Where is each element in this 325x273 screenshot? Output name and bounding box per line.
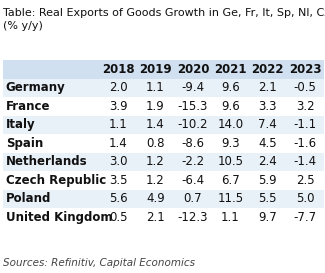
Text: 1.1: 1.1 <box>221 211 240 224</box>
Text: 0.5: 0.5 <box>109 211 127 224</box>
Text: Germany: Germany <box>6 81 66 94</box>
Text: 14.0: 14.0 <box>217 118 243 131</box>
Text: 3.0: 3.0 <box>109 155 127 168</box>
Text: 5.6: 5.6 <box>109 192 127 205</box>
Text: 4.9: 4.9 <box>146 192 165 205</box>
Text: 2.1: 2.1 <box>258 81 277 94</box>
Text: -15.3: -15.3 <box>178 100 208 113</box>
Text: 1.4: 1.4 <box>109 137 127 150</box>
Text: 6.7: 6.7 <box>221 174 240 187</box>
Text: Spain: Spain <box>6 137 43 150</box>
Text: 3.9: 3.9 <box>109 100 127 113</box>
Text: Czech Republic: Czech Republic <box>6 174 106 187</box>
Text: 3.2: 3.2 <box>296 100 315 113</box>
Text: 9.3: 9.3 <box>221 137 240 150</box>
Text: 10.5: 10.5 <box>217 155 243 168</box>
Text: 0.8: 0.8 <box>146 137 165 150</box>
Text: France: France <box>6 100 50 113</box>
Text: 2023: 2023 <box>289 63 321 76</box>
Text: -1.6: -1.6 <box>294 137 317 150</box>
Text: Poland: Poland <box>6 192 51 205</box>
Text: 2019: 2019 <box>139 63 172 76</box>
Text: 5.0: 5.0 <box>296 192 315 205</box>
Text: 2.1: 2.1 <box>146 211 165 224</box>
Text: 1.2: 1.2 <box>146 174 165 187</box>
Text: 2022: 2022 <box>252 63 284 76</box>
Text: 5.9: 5.9 <box>258 174 277 187</box>
Text: Sources: Refinitiv, Capital Economics: Sources: Refinitiv, Capital Economics <box>3 257 195 268</box>
Text: -12.3: -12.3 <box>178 211 208 224</box>
Text: 1.9: 1.9 <box>146 100 165 113</box>
Text: -9.4: -9.4 <box>181 81 204 94</box>
Text: 3.3: 3.3 <box>259 100 277 113</box>
Text: 2.0: 2.0 <box>109 81 127 94</box>
Text: 7.4: 7.4 <box>258 118 277 131</box>
Text: 1.4: 1.4 <box>146 118 165 131</box>
Text: 11.5: 11.5 <box>217 192 243 205</box>
Text: 1.1: 1.1 <box>109 118 127 131</box>
Text: United Kingdom: United Kingdom <box>6 211 112 224</box>
Text: Netherlands: Netherlands <box>6 155 87 168</box>
Text: -2.2: -2.2 <box>181 155 204 168</box>
Text: 9.6: 9.6 <box>221 81 240 94</box>
Text: 2020: 2020 <box>177 63 209 76</box>
Text: 2018: 2018 <box>102 63 134 76</box>
Text: 9.6: 9.6 <box>221 100 240 113</box>
Text: 4.5: 4.5 <box>258 137 277 150</box>
Text: 5.5: 5.5 <box>259 192 277 205</box>
Text: 3.5: 3.5 <box>109 174 127 187</box>
Text: 1.1: 1.1 <box>146 81 165 94</box>
Text: -10.2: -10.2 <box>178 118 208 131</box>
Text: 2.4: 2.4 <box>258 155 277 168</box>
Text: 2021: 2021 <box>214 63 247 76</box>
Text: -6.4: -6.4 <box>181 174 204 187</box>
Text: 1.2: 1.2 <box>146 155 165 168</box>
Text: Italy: Italy <box>6 118 35 131</box>
Text: -7.7: -7.7 <box>294 211 317 224</box>
Text: -1.4: -1.4 <box>294 155 317 168</box>
Text: -1.1: -1.1 <box>294 118 317 131</box>
Text: 0.7: 0.7 <box>184 192 202 205</box>
Text: -8.6: -8.6 <box>181 137 204 150</box>
Text: 2.5: 2.5 <box>296 174 315 187</box>
Text: 9.7: 9.7 <box>258 211 277 224</box>
Text: -0.5: -0.5 <box>294 81 317 94</box>
Text: Table: Real Exports of Goods Growth in Ge, Fr, It, Sp, Nl, Cz, Pl, UK
(% y/y): Table: Real Exports of Goods Growth in G… <box>3 8 325 31</box>
